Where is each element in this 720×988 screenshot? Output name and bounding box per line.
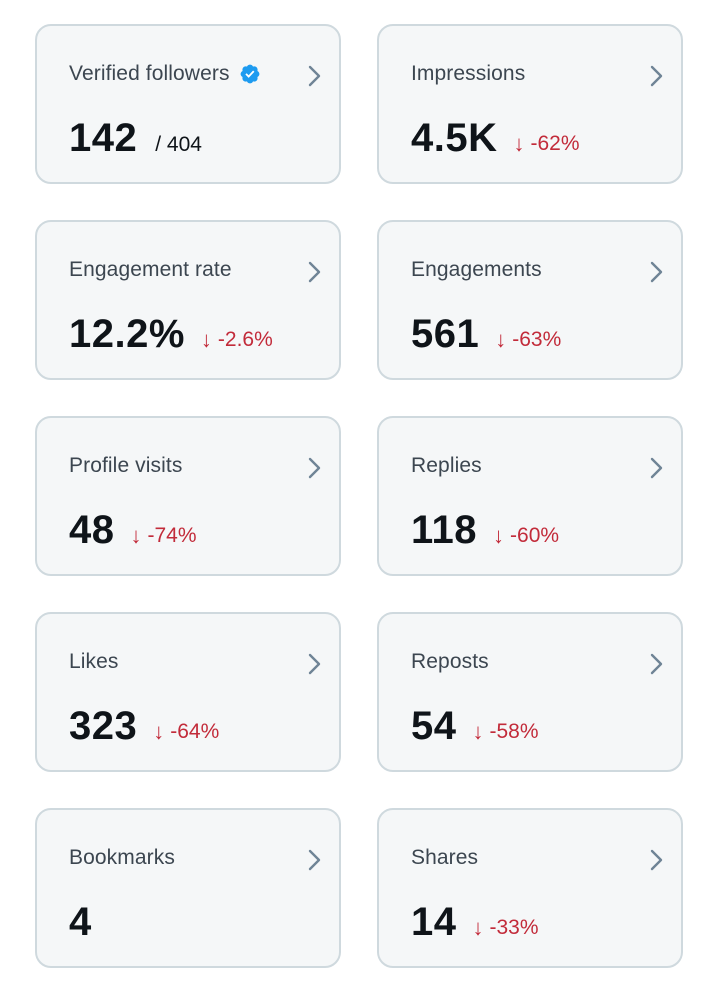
card-metric: 48 ↓ -74% xyxy=(69,508,197,553)
card-shares[interactable]: Shares 14 ↓ -33% xyxy=(377,808,683,968)
chevron-right-icon xyxy=(308,457,321,479)
arrow-down-icon: ↓ xyxy=(472,719,484,744)
card-label: Impressions xyxy=(411,62,526,85)
card-metric: 323 ↓ -64% xyxy=(69,704,219,749)
card-value: 118 xyxy=(411,508,478,552)
card-label: Replies xyxy=(411,454,482,477)
card-metric: 14 ↓ -33% xyxy=(411,900,539,945)
card-label: Profile visits xyxy=(69,454,183,477)
arrow-down-icon: ↓ xyxy=(130,523,142,548)
card-engagement-rate[interactable]: Engagement rate 12.2% ↓ -2.6% xyxy=(35,220,341,380)
arrow-down-icon: ↓ xyxy=(472,915,484,940)
card-value: 561 xyxy=(411,312,480,356)
chevron-right-icon xyxy=(650,849,663,871)
card-metric: 118 ↓ -60% xyxy=(411,508,559,553)
card-change-value: -2.6% xyxy=(217,328,273,351)
card-verified-followers[interactable]: Verified followers 142 / 404 xyxy=(35,24,341,184)
card-reposts[interactable]: Reposts 54 ↓ -58% xyxy=(377,612,683,772)
card-metric: 4.5K ↓ -62% xyxy=(411,116,580,161)
card-change-value: -62% xyxy=(530,132,580,155)
card-value: 54 xyxy=(411,704,457,748)
arrow-down-icon: ↓ xyxy=(493,523,505,548)
arrow-down-icon: ↓ xyxy=(513,131,525,156)
chevron-right-icon xyxy=(650,457,663,479)
verified-badge-icon xyxy=(240,64,259,84)
card-change-value: -58% xyxy=(489,720,539,743)
chevron-right-icon xyxy=(650,261,663,283)
card-metric: 561 ↓ -63% xyxy=(411,312,561,357)
card-value: 4 xyxy=(69,900,92,944)
card-change: ↓ -74% xyxy=(131,523,197,549)
card-label: Engagements xyxy=(411,258,542,281)
card-likes[interactable]: Likes 323 ↓ -64% xyxy=(35,612,341,772)
card-change: ↓ -2.6% xyxy=(201,327,273,353)
card-label: Reposts xyxy=(411,650,489,673)
card-label: Engagement rate xyxy=(69,258,232,281)
card-metric: 4 xyxy=(69,900,92,945)
chevron-right-icon xyxy=(650,653,663,675)
card-label-text: Verified followers xyxy=(69,62,230,85)
card-engagements[interactable]: Engagements 561 ↓ -63% xyxy=(377,220,683,380)
chevron-right-icon xyxy=(308,849,321,871)
card-total: / 404 xyxy=(155,133,202,156)
chevron-right-icon xyxy=(308,261,321,283)
card-change: ↓ -58% xyxy=(473,719,539,745)
card-change: ↓ -64% xyxy=(153,719,219,745)
card-change: ↓ -62% xyxy=(514,131,580,157)
card-metric: 142 / 404 xyxy=(69,116,202,161)
arrow-down-icon: ↓ xyxy=(153,719,165,744)
chevron-right-icon xyxy=(650,65,663,87)
card-bookmarks[interactable]: Bookmarks 4 xyxy=(35,808,341,968)
card-impressions[interactable]: Impressions 4.5K ↓ -62% xyxy=(377,24,683,184)
card-metric: 12.2% ↓ -2.6% xyxy=(69,312,273,357)
arrow-down-icon: ↓ xyxy=(495,327,507,352)
chevron-right-icon xyxy=(308,65,321,87)
card-label: Bookmarks xyxy=(69,846,175,869)
card-replies[interactable]: Replies 118 ↓ -60% xyxy=(377,416,683,576)
card-value: 12.2% xyxy=(69,312,185,356)
card-change-value: -74% xyxy=(147,524,197,547)
card-label: Shares xyxy=(411,846,479,869)
card-value: 142 xyxy=(69,116,138,160)
arrow-down-icon: ↓ xyxy=(200,327,212,352)
card-label: Verified followers xyxy=(69,62,261,86)
card-value: 14 xyxy=(411,900,457,944)
chevron-right-icon xyxy=(308,653,321,675)
card-profile-visits[interactable]: Profile visits 48 ↓ -74% xyxy=(35,416,341,576)
card-change-value: -63% xyxy=(512,328,562,351)
card-change-value: -64% xyxy=(170,720,220,743)
card-change: ↓ -63% xyxy=(495,327,561,353)
card-metric: 54 ↓ -58% xyxy=(411,704,539,749)
card-label: Likes xyxy=(69,650,119,673)
card-change: ↓ -33% xyxy=(473,915,539,941)
card-value: 48 xyxy=(69,508,115,552)
card-value: 4.5K xyxy=(411,116,498,160)
card-value: 323 xyxy=(69,704,138,748)
card-change: ↓ -60% xyxy=(493,523,559,549)
card-change-value: -33% xyxy=(489,916,539,939)
card-change-value: -60% xyxy=(510,524,560,547)
